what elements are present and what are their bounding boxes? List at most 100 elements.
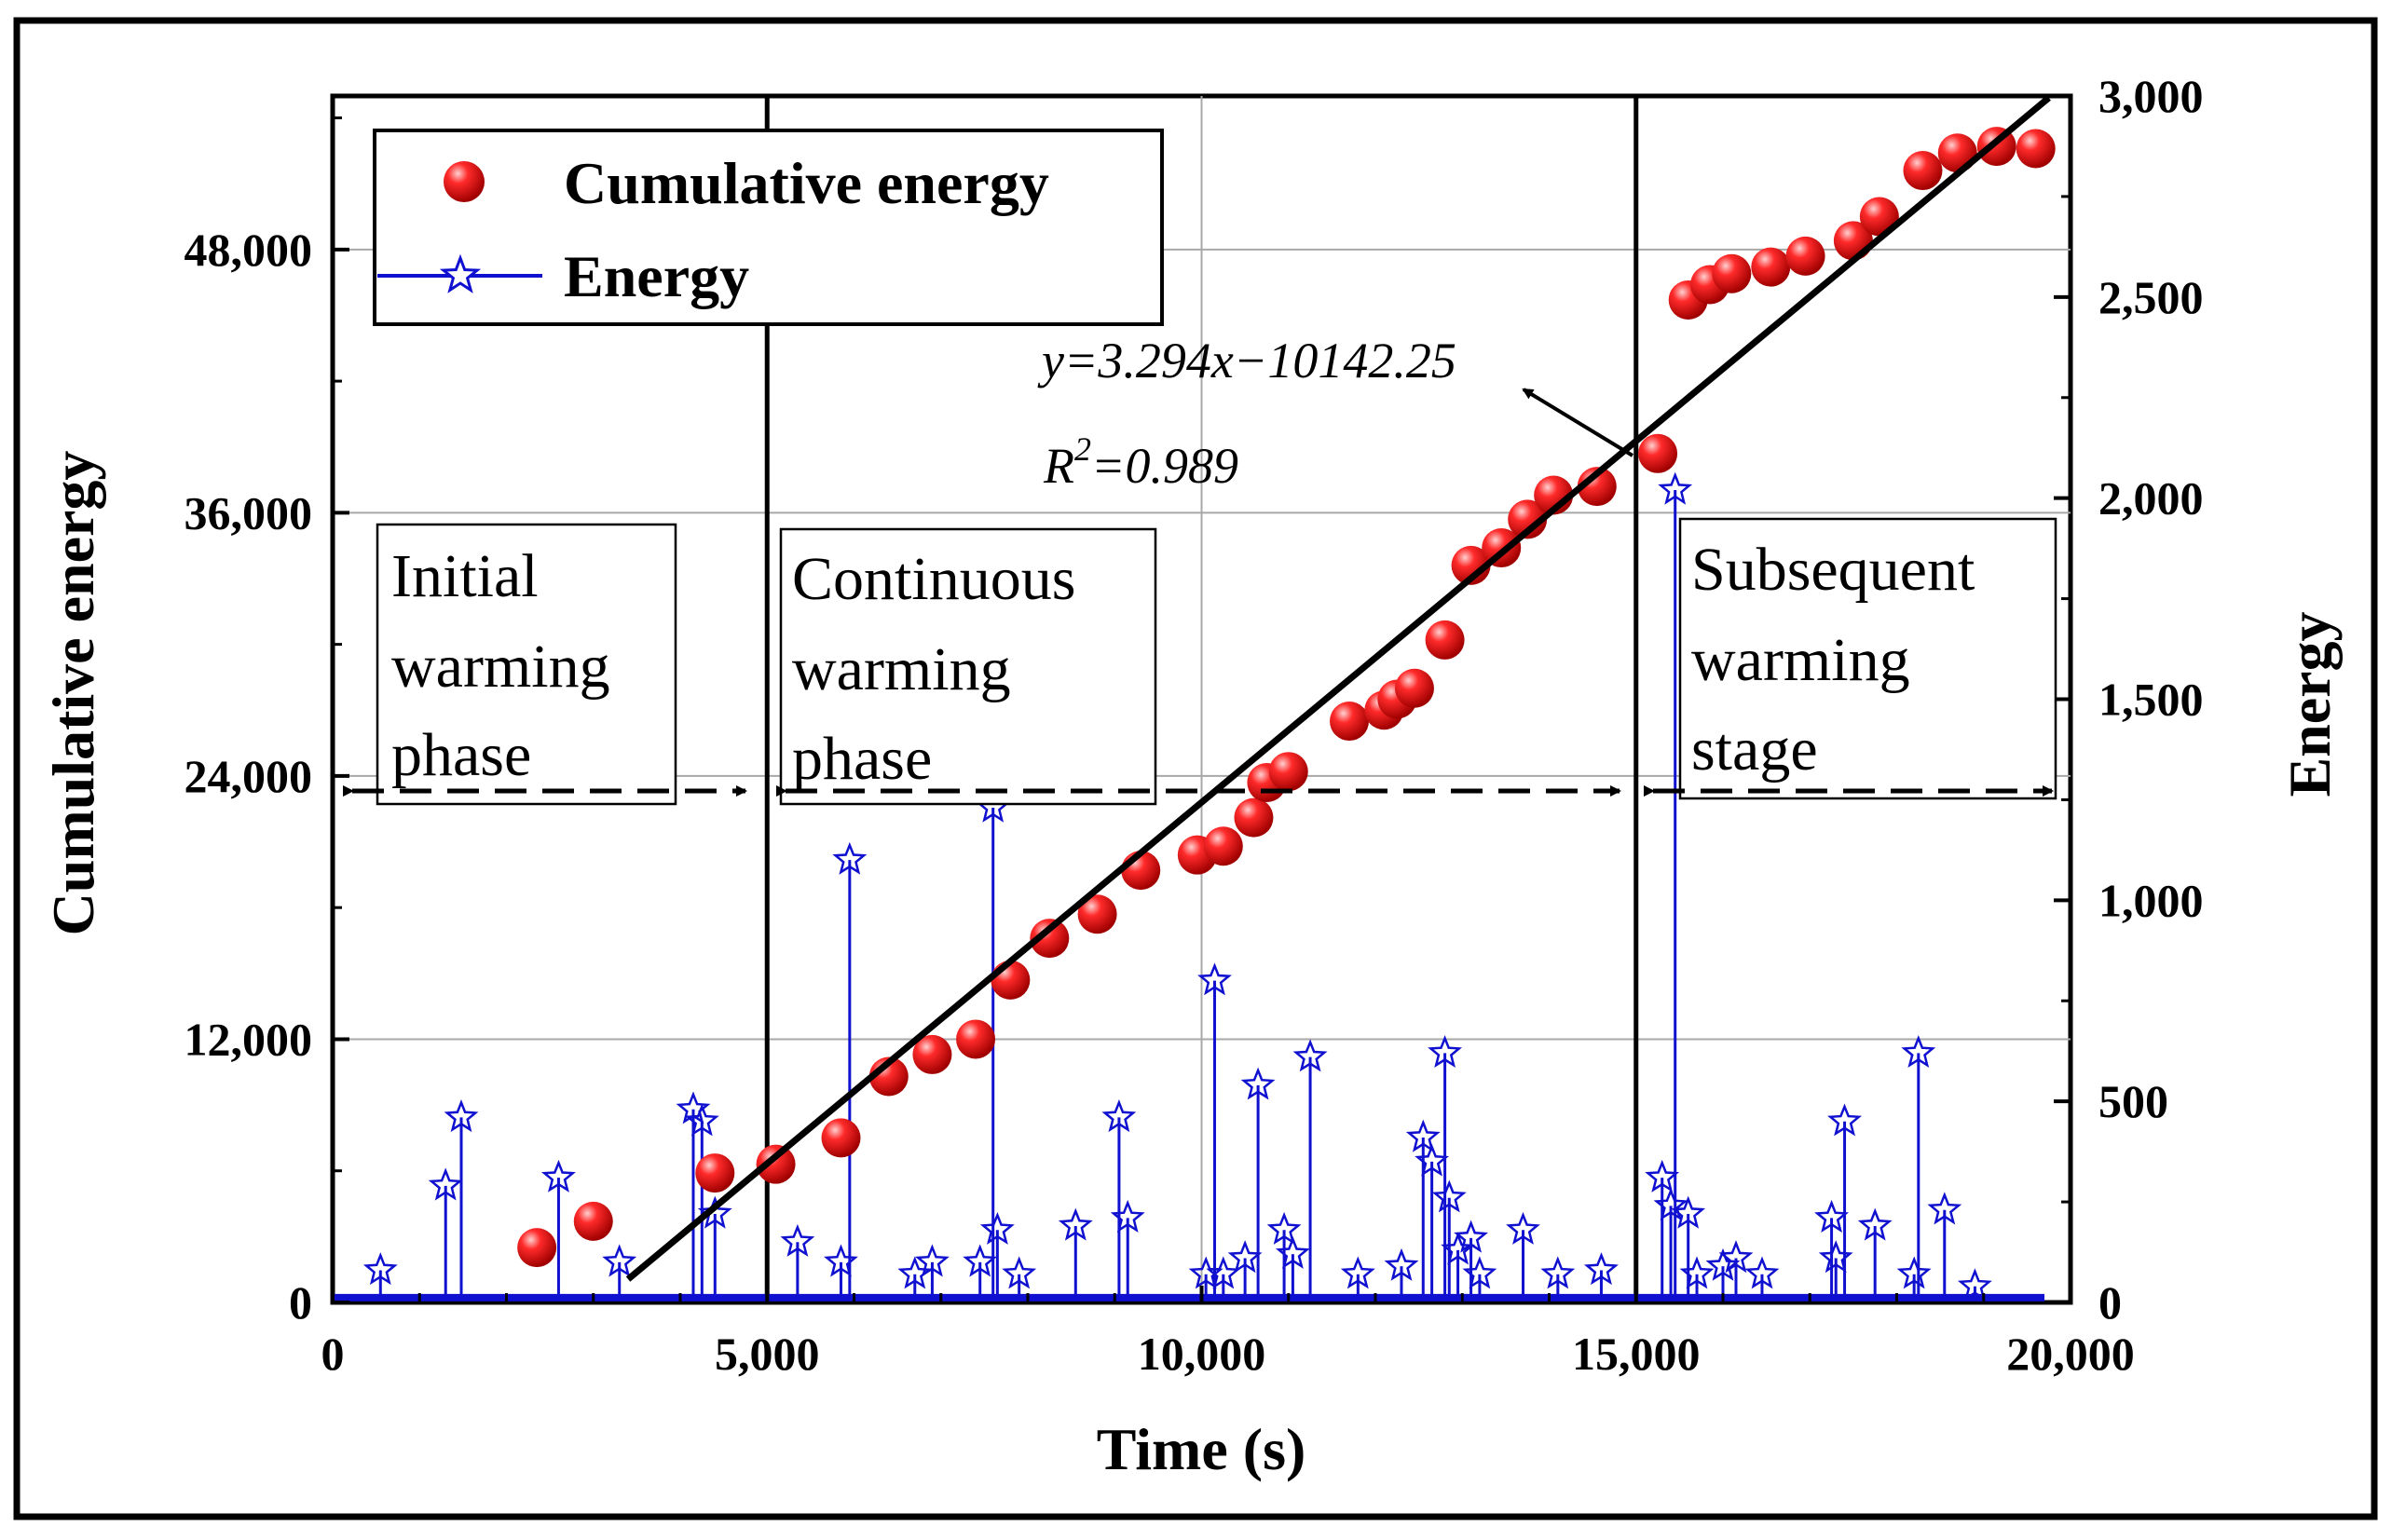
y-left-tick-label-4: 48,000 [185,224,313,276]
x-tick-label-4: 20,000 [2006,1328,2135,1380]
x-tick-label-1: 5,000 [715,1328,820,1380]
cumulative-point-2 [695,1153,735,1193]
energy-point-27 [1292,1039,1328,1072]
energy-point-23 [1227,1240,1263,1274]
cumulative-point-38 [2016,129,2056,169]
cumulative-point-3 [756,1144,796,1184]
cumulative-point-24 [1508,499,1548,539]
energy-point-9 [824,1244,858,1277]
energy-point-13 [963,1244,998,1277]
cumulative-point-0 [517,1228,557,1268]
cumulative-point-6 [912,1034,952,1074]
y-right-tick-label-3: 1,500 [2098,674,2204,726]
energy-point-50 [1827,1103,1863,1137]
energy-point-15 [979,1211,1015,1245]
phase-continuous-line1: Continuous [792,545,1075,613]
x-axis-title: Time (s) [1097,1416,1306,1482]
energy-point-31 [1415,1143,1450,1177]
energy-point-28 [1340,1256,1375,1289]
y-right-tick-label-2: 1,000 [2098,874,2204,926]
y-left-tick-label-0: 0 [289,1276,312,1329]
phase-continuous-line2: warming [792,635,1011,703]
energy-point-39 [1583,1252,1619,1286]
cumulative-point-35 [1903,151,1943,191]
cumulative-point-26 [1577,467,1617,507]
energy-point-52 [1896,1256,1932,1289]
energy-point-21 [1197,962,1232,996]
energy-point-2 [444,1098,479,1133]
energy-point-6 [684,1103,719,1137]
phase-initial-line3: phase [391,721,531,789]
cumulative-point-22 [1451,545,1491,585]
energy-point-26 [1275,1235,1310,1269]
energy-point-16 [1002,1256,1037,1289]
energy-point-4 [602,1244,637,1277]
energy-point-24 [1240,1067,1276,1100]
energy-point-8 [780,1223,815,1257]
legend: Cumulative energy Energy [373,129,1164,326]
energy-point-53 [1901,1035,1936,1069]
y-right-tick-label-4: 2,000 [2098,472,2204,525]
y-right-tick-label-0: 0 [2098,1276,2122,1329]
fit-equation: y=3.294x−10142.25 [1037,333,1456,388]
legend-label-energy: Energy [564,243,749,309]
cumulative-point-13 [1203,826,1243,866]
energy-point-7 [697,1195,732,1229]
energy-point-33 [1431,1179,1467,1213]
y-right-tick-label-1: 500 [2098,1075,2168,1127]
energy-point-18 [1101,1098,1137,1133]
fit-r-squared: R2=0.989 [1043,430,1238,494]
energy-point-17 [1058,1207,1093,1241]
cumulative-point-16 [1268,752,1308,792]
cumulative-point-36 [1937,133,1977,173]
cumulative-point-31 [1751,247,1791,287]
y-left-tick-label-3: 36,000 [185,486,313,538]
energy-point-0 [362,1252,398,1286]
energy-point-29 [1384,1247,1419,1281]
energy-point-1 [428,1167,463,1201]
cumulative-point-21 [1425,620,1465,660]
cumulative-point-10 [1077,894,1117,934]
phase-initial-line2: warming [391,633,610,701]
energy-point-48 [1814,1199,1850,1233]
cumulative-point-14 [1234,797,1274,838]
linear-fit-series [625,95,2051,1282]
fit-annotation-arrow [1522,388,1634,457]
phase-subsequent-line1: Subsequent [1691,536,1975,604]
energy-point-43 [1671,1195,1706,1229]
energy-point-49 [1818,1240,1853,1274]
cumulative-point-8 [991,960,1031,1000]
phase-initial-line1: Initial [391,542,539,610]
energy-point-32 [1428,1035,1463,1069]
cumulative-point-30 [1712,253,1752,293]
phase-box-continuous: Continuous warming phase [779,527,1157,806]
legend-marker-cumulative [444,161,485,202]
legend-marker-energy [439,253,482,293]
figure-frame [13,17,2378,1520]
phase-box-initial: Initial warming phase [376,523,677,806]
cumulative-point-20 [1394,668,1434,708]
energy-point-12 [914,1244,950,1277]
energy-point-51 [1857,1207,1893,1241]
cumulative-point-7 [956,1019,996,1059]
cumulative-point-1 [573,1201,613,1241]
energy-series [333,471,2045,1302]
energy-point-40 [1645,1159,1680,1192]
fit-line [625,95,2051,1282]
cumulative-energy-series [517,127,2056,1268]
y-right-axis-title: Energy [2276,611,2343,797]
energy-point-19 [1110,1199,1145,1233]
energy-point-10 [832,841,868,875]
y-left-axis-title: Cumulative energy [40,451,106,936]
energy-point-44 [1679,1256,1715,1289]
energy-point-55 [1957,1268,1992,1302]
y-right-tick-label-5: 2,500 [2098,271,2204,323]
y-left-tick-label-2: 24,000 [185,750,313,802]
energy-point-46 [1718,1240,1754,1274]
phase-subsequent-line3: stage [1691,715,1818,784]
energy-point-30 [1405,1119,1441,1152]
x-tick-label-2: 10,000 [1138,1328,1266,1380]
y-left-tick-label-1: 12,000 [185,1013,313,1065]
legend-label-cumulative: Cumulative energy [564,150,1049,216]
